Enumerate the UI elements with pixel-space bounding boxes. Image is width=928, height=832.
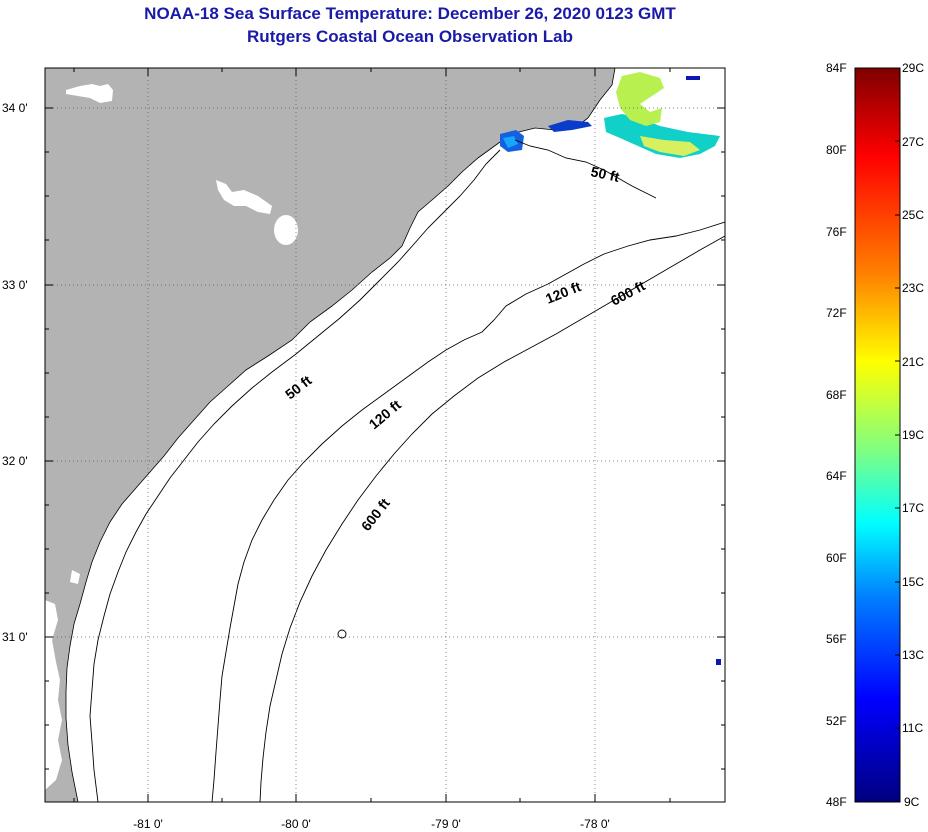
colorbar-label-c: 27C [902,135,924,149]
lat-label: 33 0' [2,278,28,292]
colorbar-label-f: 60F [826,551,847,565]
depth-contour-600ft [259,235,725,802]
colorbar-label-c: 11C [902,721,923,735]
depth-contour-600ft-loop [337,629,347,639]
colorbar-label-c: 15C [902,575,924,589]
colorbar-label-c: 29C [902,61,924,75]
lon-label: -80 0' [281,817,311,831]
colorbar-label-f: 76F [826,225,847,239]
axis-ticks [45,68,725,802]
colorbar-label-f: 52F [826,714,847,728]
colorbar [854,67,901,803]
colorbar-label-f: 48F [826,795,847,809]
sst-patch [640,136,700,156]
colorbar-label-c: 17C [902,501,924,515]
colorbar-label-c: 13C [902,648,924,662]
colorbar-label-f: 64F [826,469,847,483]
lat-label: 31 0' [2,630,28,644]
colorbar-label-c: 21C [902,355,924,369]
colorbar-label-f: 80F [826,143,847,157]
sst-patch [548,120,592,132]
contour-label-50ft: 50 ft [589,163,621,185]
map-title: NOAA-18 Sea Surface Temperature: Decembe… [144,4,676,23]
sst-patch [716,659,721,665]
map-subtitle: Rutgers Coastal Ocean Observation Lab [247,27,573,46]
colorbar-label-c: 25C [902,208,924,222]
colorbar-label-f: 84F [826,61,847,75]
colorbar-label-c: 9C [904,795,920,809]
cloud-blob [66,84,113,103]
colorbar-label-f: 72F [826,306,847,320]
cloud-blob [216,180,272,214]
cloud-blob [274,215,298,245]
lon-label: -78 0' [580,817,610,831]
graticule [45,68,725,802]
lat-label: 32 0' [2,454,28,468]
colorbar-label-c: 23C [902,281,924,295]
cloud-blob [45,600,62,790]
depth-contour-50ft [89,139,657,802]
colorbar-label-c: 19C [902,428,924,442]
sst-patch [616,72,664,126]
sst-patch [686,76,700,80]
cloud-blob [70,570,80,584]
lon-label: -81 0' [133,817,163,831]
colorbar-label-f: 56F [826,632,847,646]
lat-label: 34 0' [2,101,28,115]
sst-patch [503,136,518,148]
lon-label: -79 0' [431,817,461,831]
colorbar-label-f: 68F [826,388,847,402]
colorbar-ticks [895,140,900,729]
map-border [44,67,726,803]
depth-contour-120ft [211,221,725,802]
